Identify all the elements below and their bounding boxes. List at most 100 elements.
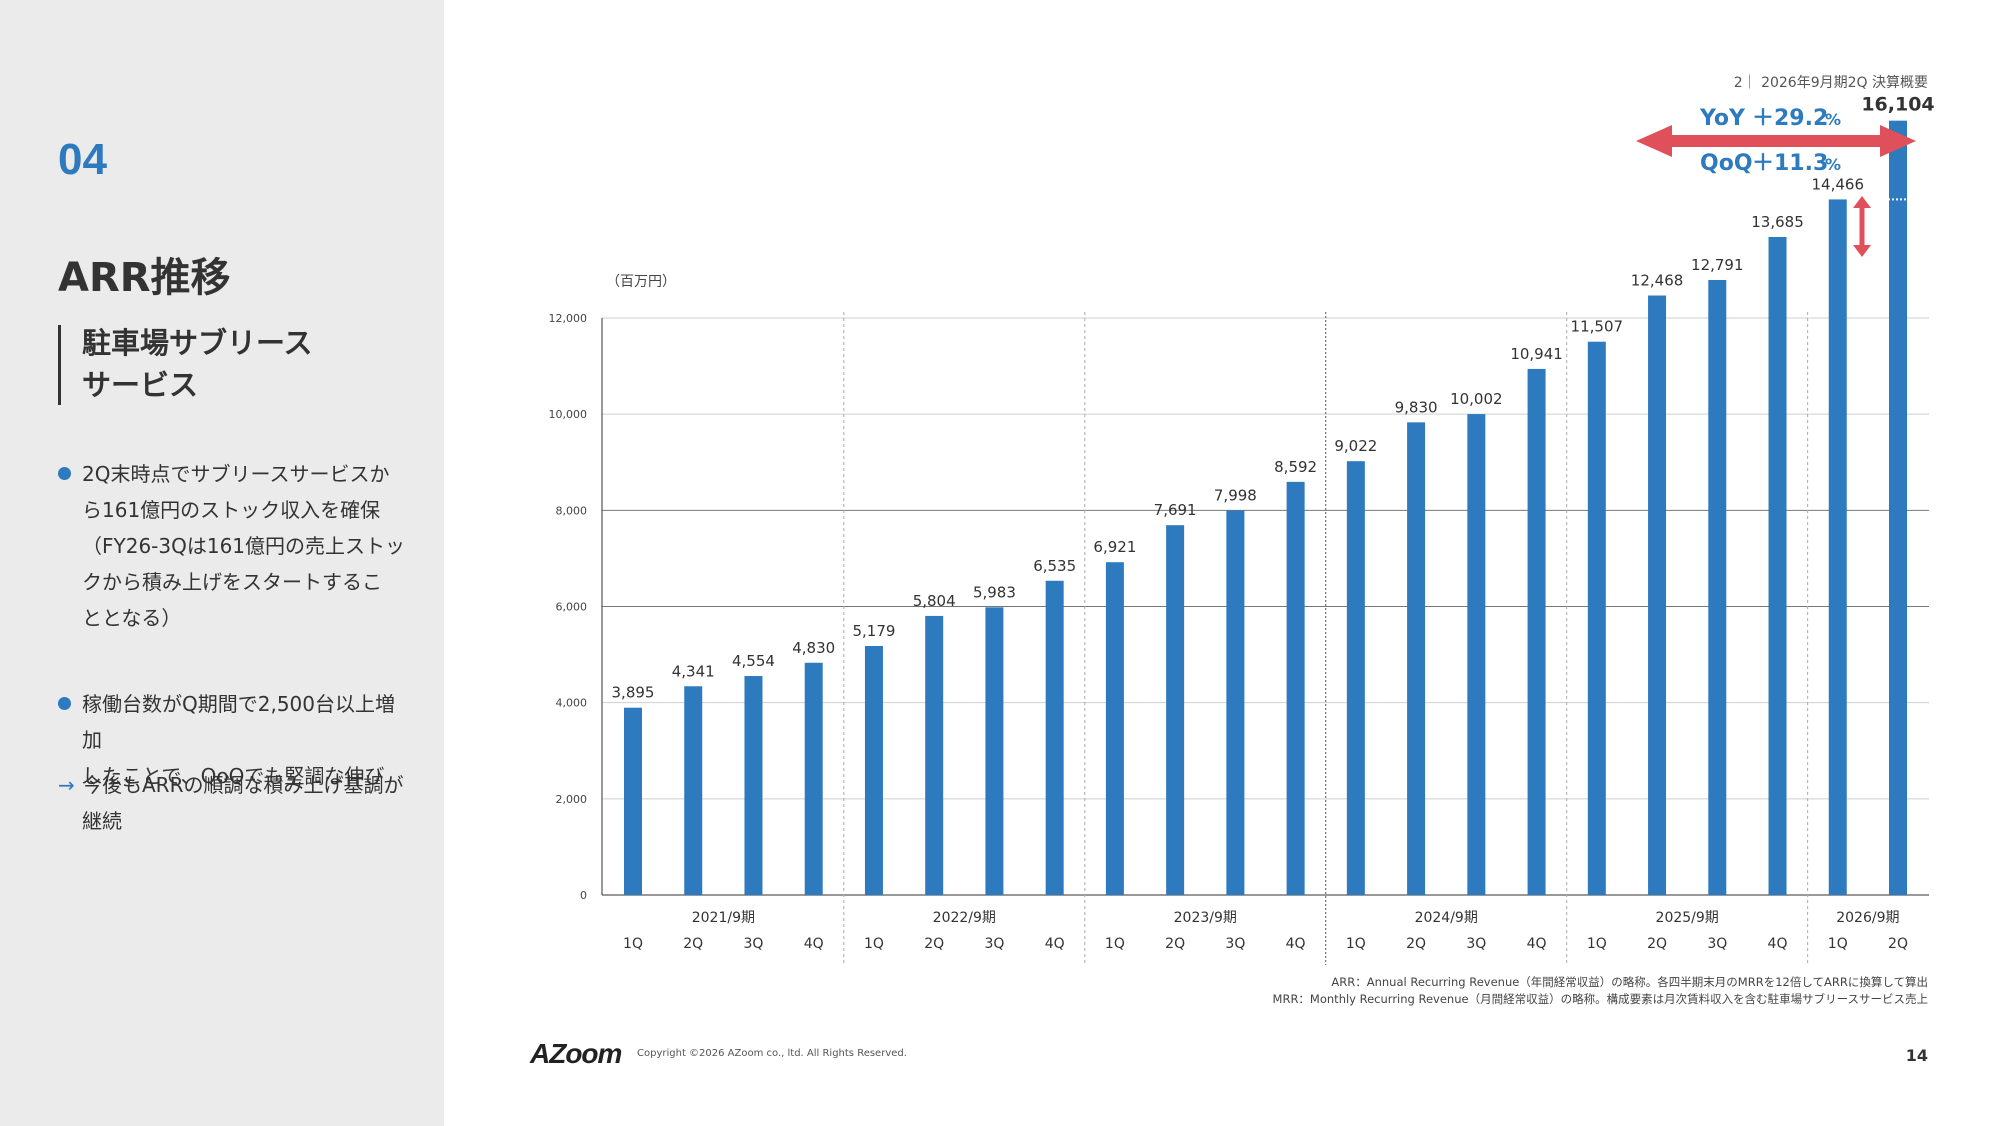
quarter-label: 2Q (1406, 936, 1426, 952)
quarter-label: 3Q (1466, 936, 1486, 952)
bar-value-label: 12,791 (1691, 256, 1744, 274)
bar (1226, 510, 1245, 895)
bar-value-label: 10,941 (1510, 345, 1563, 363)
yoy-arrow-head-right (1880, 125, 1916, 157)
quarter-label: 3Q (744, 936, 764, 952)
mrr-footnote: MRR：Monthly Recurring Revenue（月間経常収益）の略称… (1272, 992, 1928, 1006)
qoq-value: ＋11.3 (1752, 151, 1828, 176)
azoom-logo: AZoom (530, 1038, 622, 1069)
qoq-unit: % (1825, 155, 1841, 174)
bullet-1-line: （FY26-3Qは161億円の売上ストッ (82, 534, 406, 558)
bar-value-label: 13,685 (1751, 213, 1804, 231)
bar (1105, 562, 1124, 895)
bar (1708, 279, 1727, 896)
unit-label: （百万円） (606, 274, 676, 290)
section-number: 04 (58, 135, 107, 184)
page-reference: 2｜ 2026年9月期2Q 決算概要 (1733, 75, 1928, 91)
yoy-value: ＋29.2 (1752, 106, 1828, 131)
bar-value-label: 4,830 (792, 639, 835, 657)
quarter-label: 2Q (1165, 936, 1185, 952)
bar (1045, 580, 1064, 895)
bar (744, 676, 763, 895)
bar (985, 607, 1004, 895)
bar-value-label: 5,804 (913, 592, 956, 610)
quarter-label: 1Q (1828, 936, 1848, 952)
bar-value-label: 5,179 (852, 622, 895, 640)
quarter-label: 1Q (864, 936, 884, 952)
fiscal-year-label: 2025/9期 (1656, 910, 1719, 926)
bullet-1-line: ら161億円のストック収入を確保 (82, 498, 381, 522)
bar-value-label: 16,104 (1861, 94, 1934, 116)
fiscal-year-label: 2021/9期 (692, 910, 755, 926)
bar (1166, 525, 1185, 895)
quarter-label: 4Q (1527, 936, 1547, 952)
bar (1407, 422, 1426, 895)
bar-value-label: 3,895 (612, 684, 655, 702)
y-tick-label: 4,000 (556, 697, 588, 710)
bullet-dot-icon (58, 467, 71, 480)
yoy-unit: % (1825, 110, 1841, 129)
fiscal-year-label: 2026/9期 (1836, 910, 1899, 926)
quarter-label: 4Q (1768, 936, 1788, 952)
bullet-1-line: ととなる） (82, 606, 182, 630)
bullet-1: 2Q末時点でサブリースサービスか ら161億円のストック収入を確保 （FY26-… (58, 456, 408, 636)
arrow-note-line: 今後もARRの順調な積み上げ基調が (82, 773, 404, 797)
quarter-label: 1Q (1587, 936, 1607, 952)
y-tick-label: 10,000 (549, 408, 588, 421)
slide-title: ARR推移 (58, 255, 231, 301)
bar (1828, 199, 1847, 895)
quarter-label: 4Q (1045, 936, 1065, 952)
bar (1889, 120, 1907, 895)
bar (864, 645, 883, 895)
bar-value-label: 6,921 (1093, 538, 1136, 556)
quarter-label: 2Q (1647, 936, 1667, 952)
bullet-2: 稼働台数がQ期間で2,500台以上増加 したことで、QoQでも堅調な伸び (58, 686, 408, 794)
fiscal-year-label: 2022/9期 (933, 910, 996, 926)
quarter-label: 1Q (1105, 936, 1125, 952)
yoy-arrow-head-left (1636, 125, 1672, 157)
y-tick-label: 6,000 (556, 601, 588, 614)
bar (1346, 461, 1365, 895)
bar (925, 615, 944, 895)
bullet-2-line: したことで、QoQでも堅調な伸び (82, 764, 385, 788)
page-number: 14 (1905, 1046, 1928, 1065)
y-tick-label: 2,000 (556, 793, 588, 806)
bar-value-label: 9,022 (1334, 437, 1377, 455)
bar (684, 686, 703, 895)
bar-value-label: 6,535 (1033, 557, 1076, 575)
bar (804, 662, 823, 895)
quarter-label: 2Q (924, 936, 944, 952)
quarter-label: 1Q (623, 936, 643, 952)
fiscal-year-label: 2023/9期 (1174, 910, 1237, 926)
y-tick-label: 8,000 (556, 504, 588, 517)
quarter-label: 3Q (1225, 936, 1245, 952)
qoq-label: QoQ (1700, 151, 1753, 176)
bar (1467, 414, 1486, 895)
quarter-label: 2Q (683, 936, 703, 952)
bar-value-label: 12,468 (1631, 271, 1684, 289)
bar-value-label: 7,691 (1154, 501, 1197, 519)
right-arrow-icon: → (58, 773, 75, 797)
bar-value-label: 14,466 (1812, 175, 1865, 193)
bullet-1-line: 2Q末時点でサブリースサービスか (82, 462, 390, 486)
y-tick-label: 0 (580, 889, 587, 902)
quarter-label: 4Q (804, 936, 824, 952)
bullet-1-line: クから積み上げをスタートするこ (82, 570, 382, 594)
quarter-label: 4Q (1286, 936, 1306, 952)
yoy-label: YoY (1699, 106, 1746, 131)
fiscal-year-label: 2024/9期 (1415, 910, 1478, 926)
subtitle-line-1: 駐車場サブリース (82, 326, 313, 360)
y-tick-label: 12,000 (549, 312, 588, 325)
quarter-label: 1Q (1346, 936, 1366, 952)
qoq-arrow-head-down (1853, 245, 1871, 257)
slide-subtitle: 駐車場サブリース サービス (82, 322, 313, 406)
qoq-arrow-head-up (1853, 196, 1871, 208)
arr-footnote: ARR：Annual Recurring Revenue（年間経常収益）の略称。… (1331, 975, 1928, 989)
bar-value-label: 4,554 (732, 652, 775, 670)
bar-value-label: 4,341 (672, 662, 715, 680)
bar (1527, 368, 1546, 895)
arr-bar-chart: 0 2,000 4,000 6,000 8,000 10,000 12,000 （百万円） 20… (549, 94, 1935, 965)
sidebar: 04 ARR推移 駐車場サブリース サービス 2Q末時点でサブリースサービスか … (0, 0, 444, 1126)
bar (1768, 236, 1787, 895)
quarter-label: 3Q (984, 936, 1004, 952)
